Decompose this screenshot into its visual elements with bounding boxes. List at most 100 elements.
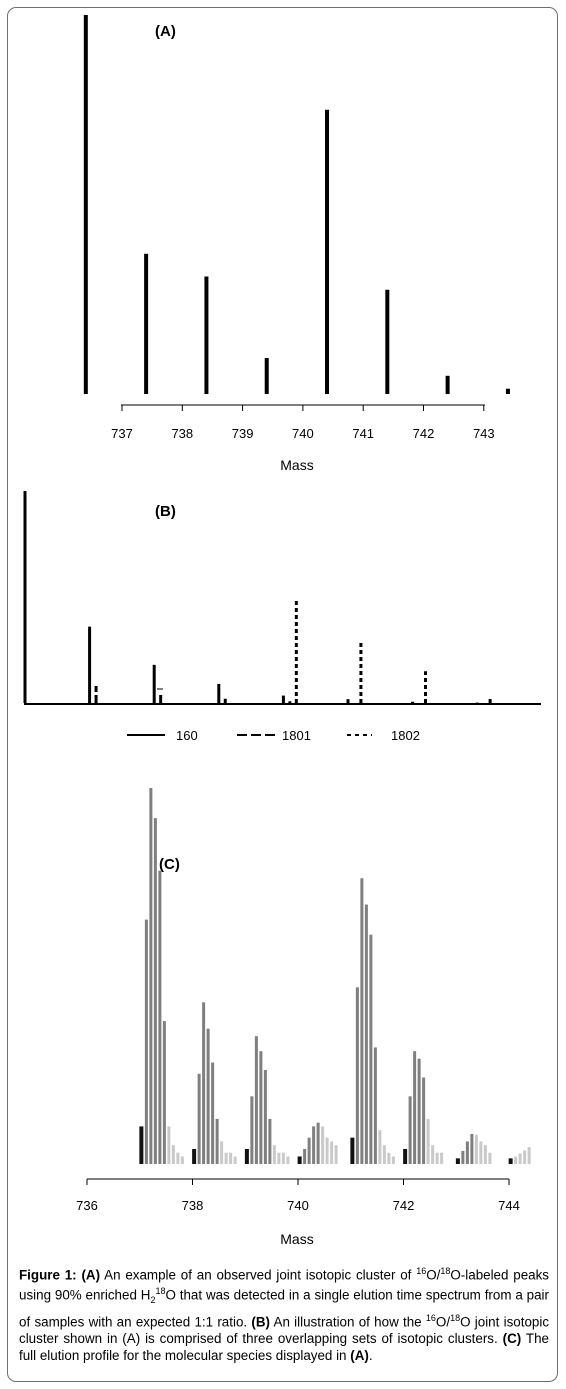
caption-b-label: (B): [251, 1314, 270, 1330]
panel-c-bar: [334, 1145, 338, 1164]
panel-c-bar: [149, 788, 153, 1164]
panel-c-bar: [435, 1152, 439, 1164]
panel-c: (C) 736 738 740 742 744 Mass: [76, 788, 531, 1247]
panel-c-bar: [373, 1047, 377, 1164]
legend-label-1802: 1802: [391, 728, 420, 743]
panel-a-bar: [264, 357, 269, 394]
panel-a-bar: [325, 109, 330, 394]
panel-a-tick-label: 738: [171, 426, 193, 441]
caption-figure-label: Figure 1:: [19, 1267, 77, 1283]
panel-c-bar: [413, 1051, 417, 1164]
panel-c-bar: [474, 1134, 478, 1164]
legend-label-1801: 1801: [282, 728, 311, 743]
panel-c-bar: [355, 987, 359, 1164]
panel-c-bar: [139, 1126, 144, 1164]
caption-text-7: .: [368, 1348, 373, 1364]
caption-sup-16: 16: [416, 1266, 427, 1276]
panel-c-bar: [192, 1148, 197, 1164]
panel-c-bar: [307, 1137, 311, 1164]
panel-c-tick-label: 740: [287, 1198, 309, 1213]
panel-c-bar: [263, 1070, 267, 1164]
panel-c-tick-label: 744: [498, 1198, 520, 1213]
panel-a-bar: [204, 276, 209, 394]
panel-c-bar: [508, 1158, 513, 1164]
legend-label-160: 160: [176, 728, 198, 743]
panel-c-bar: [325, 1137, 329, 1164]
panel-c-bar: [391, 1156, 395, 1164]
panel-a-tick-label: 743: [473, 426, 495, 441]
panel-c-bar: [297, 1156, 302, 1164]
panel-a-bar: [144, 253, 149, 394]
panel-c-bar: [378, 1130, 382, 1164]
caption-text-6: The full elution profile for the molecul…: [19, 1331, 549, 1364]
panel-c-bar: [483, 1145, 487, 1164]
caption-sup-18c: 18: [450, 1312, 461, 1323]
panel-c-bar: [422, 1077, 426, 1164]
panel-c-bar: [272, 1145, 276, 1164]
caption-text-4: An illustration of how the: [269, 1314, 426, 1330]
panel-c-bar: [382, 1145, 386, 1164]
panel-c-bar: [440, 1152, 444, 1164]
panel-c-bar: [281, 1152, 285, 1164]
panel-c-bar: [465, 1141, 469, 1164]
panel-c-bar: [144, 919, 148, 1164]
panel-c-bar: [488, 1152, 492, 1164]
figure-caption: Figure 1: (A) An example of an observed …: [19, 1263, 549, 1364]
caption-c-label: (C): [502, 1331, 522, 1347]
panel-a-tick-label: 739: [232, 426, 254, 441]
panel-c-bar: [350, 1137, 355, 1164]
panel-a-label: (A): [155, 23, 176, 40]
panel-c-bar: [364, 904, 368, 1164]
panel-c-bar: [514, 1156, 518, 1164]
panel-c-x-axis-title: Mass: [280, 1231, 313, 1247]
panel-c-bar: [197, 1073, 201, 1164]
panel-c-bar: [224, 1152, 228, 1164]
caption-a-label-end: (A): [350, 1348, 369, 1364]
panel-c-label: (C): [159, 856, 180, 873]
panel-c-bar: [316, 1122, 320, 1164]
panel-b-label: (B): [155, 503, 176, 520]
caption-sub-2: 2: [150, 1295, 156, 1306]
panel-c-bar: [158, 870, 162, 1164]
panel-a: (A) 737 738 739 740 741 742 743 Mass: [83, 15, 510, 473]
panel-c-bar: [254, 1036, 258, 1164]
panel-c-bar: [479, 1141, 483, 1164]
panel-c-bar: [202, 1002, 206, 1164]
panel-a-bar: [445, 375, 450, 394]
panel-c-tick-label: 736: [76, 1198, 98, 1213]
panel-c-bar: [286, 1156, 290, 1164]
panel-c-bar: [268, 1118, 272, 1164]
panel-c-tick-label: 742: [393, 1198, 415, 1213]
panel-c-bar: [229, 1152, 233, 1164]
panel-c-bar: [426, 1118, 430, 1164]
panel-a-bar: [385, 289, 390, 394]
panel-c-bar: [162, 1021, 166, 1164]
panel-c-bar: [171, 1145, 175, 1164]
panel-c-bar: [518, 1153, 522, 1164]
caption-text-5: O joint isotopic cluster shown in (A) is…: [19, 1314, 550, 1347]
panel-a-tick-label: 741: [352, 426, 374, 441]
panel-b-legend: 160 1801 1802: [127, 728, 420, 743]
panel-c-bar: [527, 1147, 531, 1164]
caption-a-label: (A): [81, 1267, 101, 1283]
panel-c-bar: [215, 1118, 219, 1164]
panel-c-tick-label: 738: [182, 1198, 204, 1213]
panel-c-bar: [330, 1141, 334, 1164]
panel-c-bar: [233, 1156, 237, 1164]
panel-c-bar: [387, 1152, 391, 1164]
panel-c-bar: [180, 1156, 184, 1164]
figure-frame: [7, 7, 558, 1382]
panel-a-tick-label: 740: [292, 426, 314, 441]
panel-c-bar: [259, 1051, 263, 1164]
panel-c-bar: [408, 1096, 412, 1164]
panel-a-bar: [83, 15, 88, 394]
panel-a-tick-label: 737: [111, 426, 133, 441]
panel-c-bar: [153, 818, 157, 1164]
panel-c-bar: [455, 1158, 460, 1164]
panel-c-bar: [206, 1028, 210, 1164]
caption-o-slash: O/: [426, 1267, 441, 1283]
panel-c-bar: [403, 1148, 408, 1164]
panel-a-tick-label: 742: [413, 426, 435, 441]
panel-c-bar: [470, 1133, 474, 1164]
